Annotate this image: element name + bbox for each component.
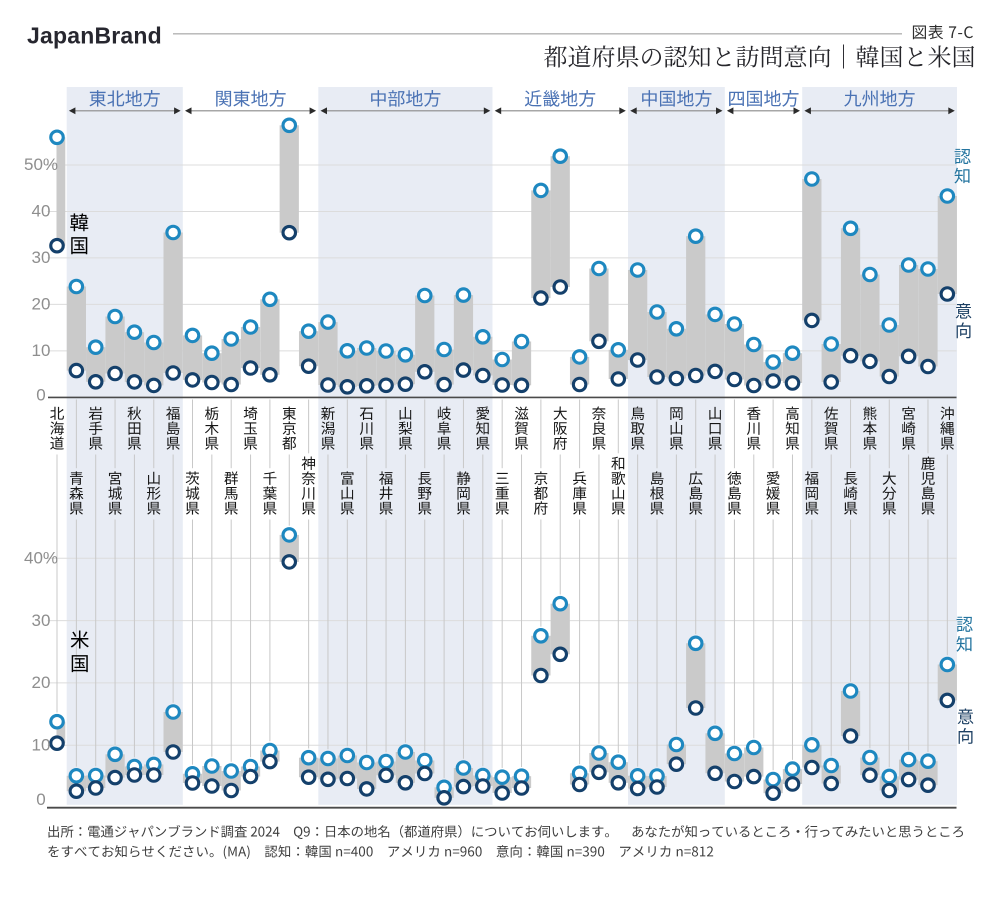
svg-text:JapanBrand: JapanBrand	[27, 22, 162, 48]
svg-text:20: 20	[32, 295, 51, 314]
svg-text:20: 20	[32, 673, 51, 692]
svg-text:50%: 50%	[24, 155, 58, 174]
svg-text:30: 30	[32, 248, 51, 267]
svg-text:0: 0	[36, 386, 45, 405]
svg-text:0: 0	[36, 790, 45, 809]
svg-text:10: 10	[32, 735, 51, 754]
svg-text:40: 40	[32, 202, 51, 221]
svg-text:40%: 40%	[24, 549, 58, 568]
svg-text:30: 30	[32, 611, 51, 630]
svg-text:10: 10	[32, 341, 51, 360]
